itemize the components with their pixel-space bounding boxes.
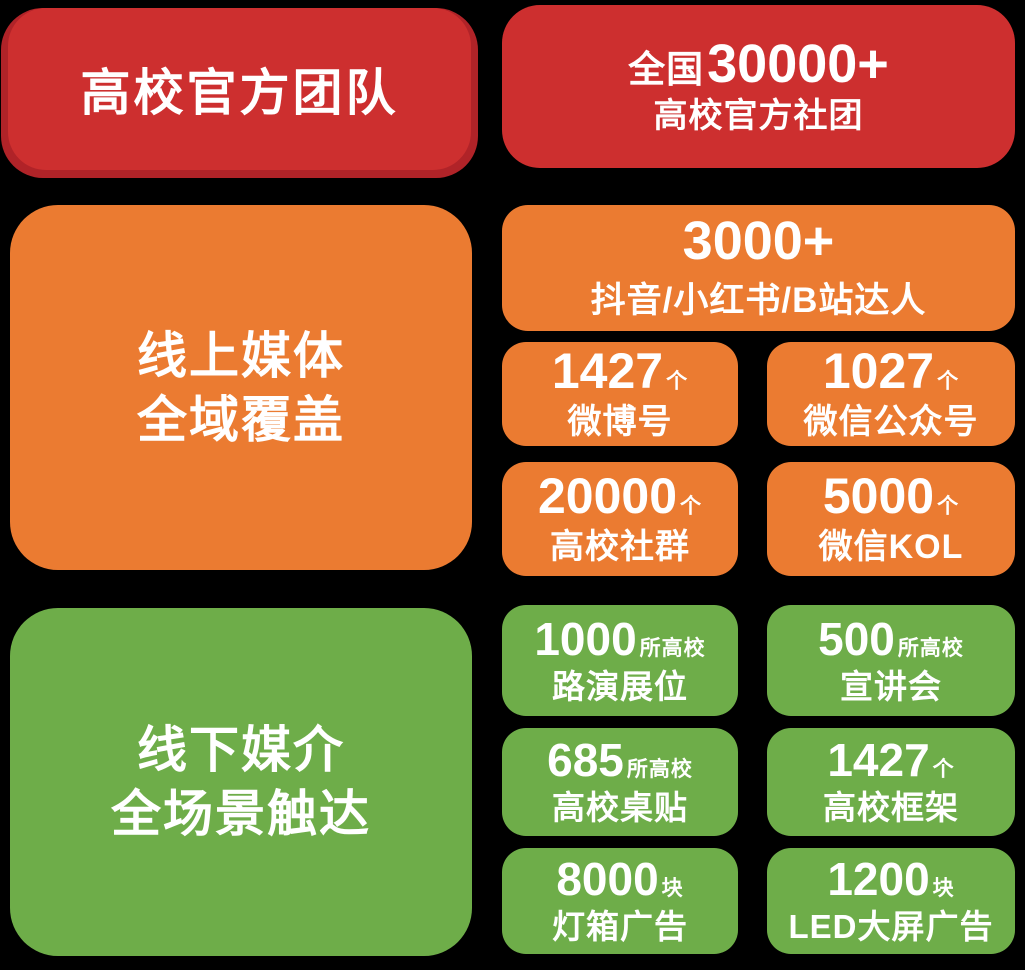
stat-number-row: 1200 块	[827, 853, 955, 906]
stat-number-row: 1027 个	[823, 345, 959, 398]
category-title-line2: 全场景触达	[111, 786, 371, 842]
stat-number: 1200	[827, 853, 930, 906]
stat-label: 高校桌贴	[552, 789, 688, 827]
stat-label: 宣讲会	[840, 667, 942, 705]
stat-unit: 个	[937, 370, 960, 394]
stat-number-row: 8000 块	[556, 853, 684, 906]
stat-label: 微信公众号	[803, 402, 979, 441]
stat-label: 高校框架	[823, 789, 959, 827]
stat-number: 20000	[537, 468, 678, 525]
stat-unit: 个	[932, 758, 955, 782]
category-card-official-teams: 高校官方团队	[1, 8, 478, 178]
stat-number-row: 1427 个	[552, 345, 688, 398]
stat-card-wechat-kol: 5000 个 微信KOL	[767, 462, 1015, 576]
stat-card-official-clubs: 全国 30000+ 高校官方社团	[502, 5, 1015, 168]
stat-card-campus-groups: 20000 个 高校社群	[502, 462, 738, 576]
stat-label: LED大屏广告	[788, 908, 994, 946]
stat-card-lightbox-ads: 8000 块 灯箱广告	[502, 848, 738, 954]
stat-number: 8000	[556, 853, 659, 906]
stat-label: 灯箱广告	[552, 908, 688, 946]
stat-label: 抖音/小红书/B站达人	[590, 281, 927, 321]
stat-unit: 块	[932, 877, 955, 901]
stat-number-row: 20000 个	[538, 470, 702, 523]
stat-card-wechat-public-accounts: 1027 个 微信公众号	[767, 342, 1015, 446]
stat-number: 30000+	[707, 33, 889, 94]
stat-label: 高校社群	[550, 527, 690, 566]
category-title-offline-media: 线下媒介 全场景触达	[111, 718, 371, 846]
stat-label: 微信KOL	[818, 527, 964, 566]
stat-number-row: 685 所高校	[547, 734, 693, 787]
stat-number: 685	[547, 734, 624, 787]
stat-card-weibo-accounts: 1427 个 微博号	[502, 342, 738, 446]
stat-prefix: 全国	[628, 48, 705, 90]
stat-unit: 所高校	[639, 636, 706, 660]
stat-unit: 块	[661, 877, 684, 901]
category-card-offline-media: 线下媒介 全场景触达	[10, 608, 472, 956]
stat-number-row: 5000 个	[823, 470, 959, 523]
stat-number: 500	[818, 612, 895, 665]
stat-number: 5000	[822, 468, 935, 525]
stat-card-led-screen-ads: 1200 块 LED大屏广告	[767, 848, 1015, 954]
stat-card-roadshow-booths: 1000 所高校 路演展位	[502, 605, 738, 716]
stat-unit: 所高校	[897, 636, 964, 660]
category-title-official-teams: 高校官方团队	[80, 65, 399, 121]
stat-number: 1027	[822, 343, 935, 400]
stat-card-influencers: 3000+ 抖音/小红书/B站达人	[502, 205, 1015, 331]
stat-unit: 个	[680, 495, 703, 519]
stat-card-campus-frames: 1427 个 高校框架	[767, 728, 1015, 836]
stat-number-row: 全国 30000+	[628, 36, 889, 93]
category-card-online-media: 线上媒体 全域覆盖	[10, 205, 472, 570]
stat-card-info-sessions: 500 所高校 宣讲会	[767, 605, 1015, 716]
stat-label: 路演展位	[552, 667, 688, 705]
stat-number: 1427	[827, 734, 930, 787]
stat-number-row: 500 所高校	[818, 612, 964, 665]
stat-number: 1000	[534, 612, 637, 665]
stat-unit: 个	[937, 495, 960, 519]
stat-label: 高校官方社团	[653, 97, 864, 136]
category-title-online-media: 线上媒体 全域覆盖	[137, 324, 345, 452]
stat-label: 微博号	[567, 402, 673, 441]
category-title-line1: 线下媒介	[137, 722, 345, 778]
stat-number-row: 1427 个	[827, 734, 955, 787]
category-title-line1: 线上媒体	[137, 327, 345, 384]
stat-unit: 个	[666, 370, 689, 394]
stat-unit: 所高校	[626, 758, 693, 782]
stat-number: 1427	[551, 343, 664, 400]
stat-number: 3000+	[682, 210, 835, 271]
category-title-line2: 全域覆盖	[137, 391, 345, 448]
stat-number-row: 1000 所高校	[534, 612, 706, 665]
stat-card-desk-stickers: 685 所高校 高校桌贴	[502, 728, 738, 836]
